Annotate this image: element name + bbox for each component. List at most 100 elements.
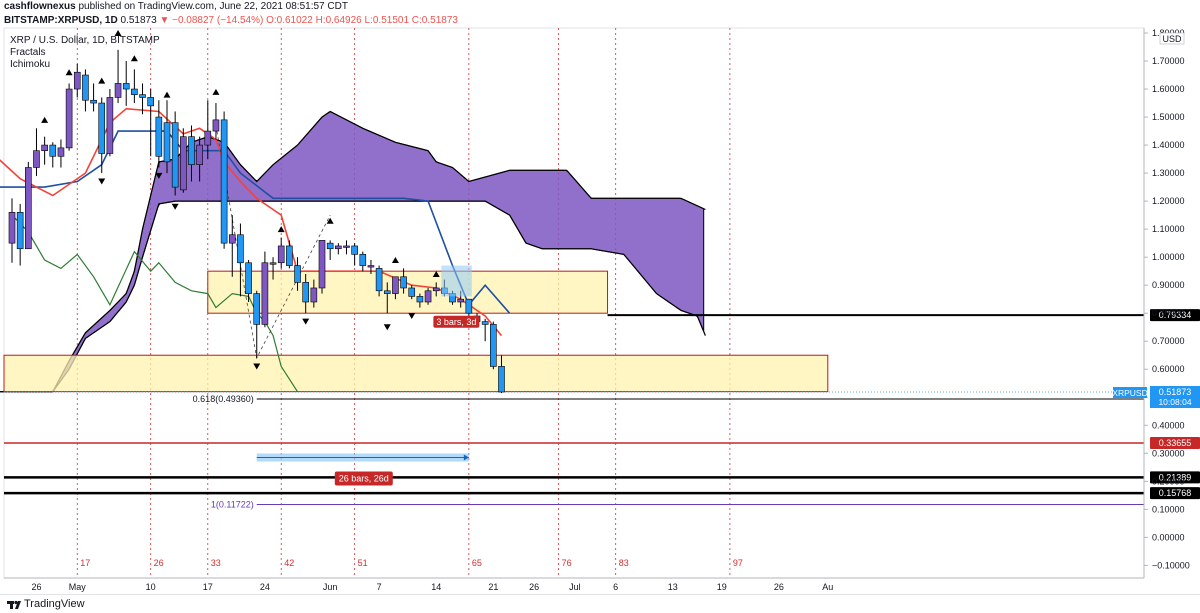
legend-fractals[interactable]: Fractals: [10, 47, 46, 58]
current-price-label: 0.51873: [1159, 387, 1192, 397]
y-tick-2: 1.60000: [1152, 84, 1185, 94]
candle-body-12: [106, 97, 114, 154]
candle-body-34: [286, 245, 293, 266]
symbol-label: BITSTAMP:XRPUSD, 1D: [4, 15, 118, 26]
candle-body-36: [302, 282, 309, 303]
date-range-arrowhead: [463, 454, 469, 461]
fractal-down-6: [408, 313, 416, 320]
date-range-label: 26 bars, 26d: [339, 474, 389, 484]
price-zone-0: [207, 270, 609, 314]
tradingview-logo-icon: [7, 600, 21, 609]
candle-body-30: [253, 293, 261, 325]
candle-body-51: [424, 290, 432, 303]
y-tick-10: 0.80000: [1152, 308, 1185, 318]
candle-body-55: [457, 298, 464, 303]
high-value: H:0.64926: [315, 15, 362, 26]
span-b-line: [0, 200, 706, 393]
candle-body-59: [490, 324, 497, 367]
fractal-up-4: [130, 55, 138, 62]
candle-body-47: [392, 276, 399, 294]
fractal-up-0: [41, 116, 49, 123]
level-tag-1: [1150, 437, 1200, 450]
candle-body-41: [343, 245, 350, 248]
session-count-8: 97: [733, 558, 743, 568]
fractal-down-2: [171, 203, 179, 210]
candle-body-5: [49, 144, 57, 157]
date-ranges: 26 bars, 26d 3 bars, 3d: [256, 265, 480, 486]
y-tick-1: 1.70000: [1152, 56, 1185, 66]
candle-body-58: [481, 321, 489, 325]
x-tick-9: 26: [529, 582, 539, 592]
x-tick-13: 19: [717, 582, 727, 592]
candle-body-10: [90, 99, 97, 104]
x-tick-14: 26: [774, 582, 784, 592]
candle-body-50: [416, 296, 424, 303]
candlesticks: [8, 49, 505, 394]
candle-body-6: [57, 147, 65, 157]
x-tick-0: 26: [31, 582, 41, 592]
level-tag-3: [1150, 487, 1200, 500]
y-tick-17: 0.10000: [1152, 504, 1185, 514]
y-tick-6: 1.20000: [1152, 196, 1185, 206]
x-tick-8: 21: [488, 582, 498, 592]
candle-body-16: [139, 94, 146, 98]
candle-body-40: [335, 245, 342, 250]
x-tick-15: Au: [822, 582, 833, 592]
candle-body-37: [310, 287, 318, 303]
candle-body-17: [147, 97, 154, 107]
fractal-up-1: [65, 69, 73, 76]
currency-label: USD: [1162, 34, 1182, 44]
y-tick-14: 0.40000: [1152, 420, 1185, 430]
chart-legend: XRP / U.S. Dollar, 1D, BITSTAMP Fractals…: [10, 35, 160, 71]
fractal-up-8: [326, 217, 334, 224]
candle-body-1: [16, 212, 24, 250]
candle-body-7: [65, 88, 73, 149]
low-value: L:0.51501: [364, 15, 410, 26]
x-tick-5: Jun: [323, 582, 338, 592]
candle-body-28: [237, 234, 244, 264]
candle-body-38: [318, 240, 326, 289]
y-tick-4: 1.40000: [1152, 140, 1185, 150]
y-tick-9: 0.90000: [1152, 280, 1185, 290]
candle-body-22: [188, 136, 195, 165]
level-label-1: 0.33655: [1159, 438, 1192, 448]
short-range-band: [441, 265, 472, 297]
current-symbol-label: XRPUSD: [1112, 388, 1147, 398]
x-tick-4: 24: [260, 582, 270, 592]
author-name[interactable]: cashflownexus: [4, 1, 76, 12]
candle-body-3: [33, 150, 40, 168]
footer-brand[interactable]: TradingView: [24, 598, 85, 610]
footer-bar: TradingView: [0, 594, 1200, 613]
short-range-tag: [433, 315, 480, 328]
candle-body-46: [383, 290, 391, 294]
level-label-0: 0.79334: [1159, 310, 1192, 320]
candle-body-21: [180, 136, 187, 191]
legend-ichimoku[interactable]: Ichimoku: [10, 59, 51, 70]
date-range-tag: [334, 471, 393, 486]
x-tick-10: Jul: [569, 582, 581, 592]
candle-body-9: [82, 74, 89, 101]
candle-body-11: [98, 102, 106, 154]
y-tick-18: 0.00000: [1152, 532, 1185, 542]
session-count-3: 42: [284, 558, 294, 568]
candle-body-23: [196, 144, 203, 165]
candle-body-14: [122, 83, 130, 90]
candle-body-29: [245, 262, 252, 294]
y-tick-8: 1.00000: [1152, 252, 1185, 262]
y-tick-7: 1.10000: [1152, 224, 1185, 234]
fractal-up-5: [163, 91, 171, 98]
current-price-tag: [1150, 386, 1200, 409]
fractal-up-2: [98, 77, 106, 84]
fractal-down-3: [253, 363, 261, 370]
level-tag-2: [1150, 471, 1200, 484]
candle-body-13: [114, 83, 122, 98]
ohlc-readout: BITSTAMP:XRPUSD, 1D 0.51873 ▼ −0.08827 (…: [4, 15, 458, 26]
span-a-line: [0, 110, 706, 393]
fib-label-1: 1(0.11722): [211, 500, 254, 510]
y-tick-5: 1.30000: [1152, 168, 1185, 178]
publish-info: published on TradingView.com, June 22, 2…: [78, 1, 348, 12]
x-tick-6: 7: [377, 582, 382, 592]
price-change: ▼ −0.08827 (−14.54%): [159, 15, 264, 26]
fractal-up-9: [391, 256, 399, 263]
